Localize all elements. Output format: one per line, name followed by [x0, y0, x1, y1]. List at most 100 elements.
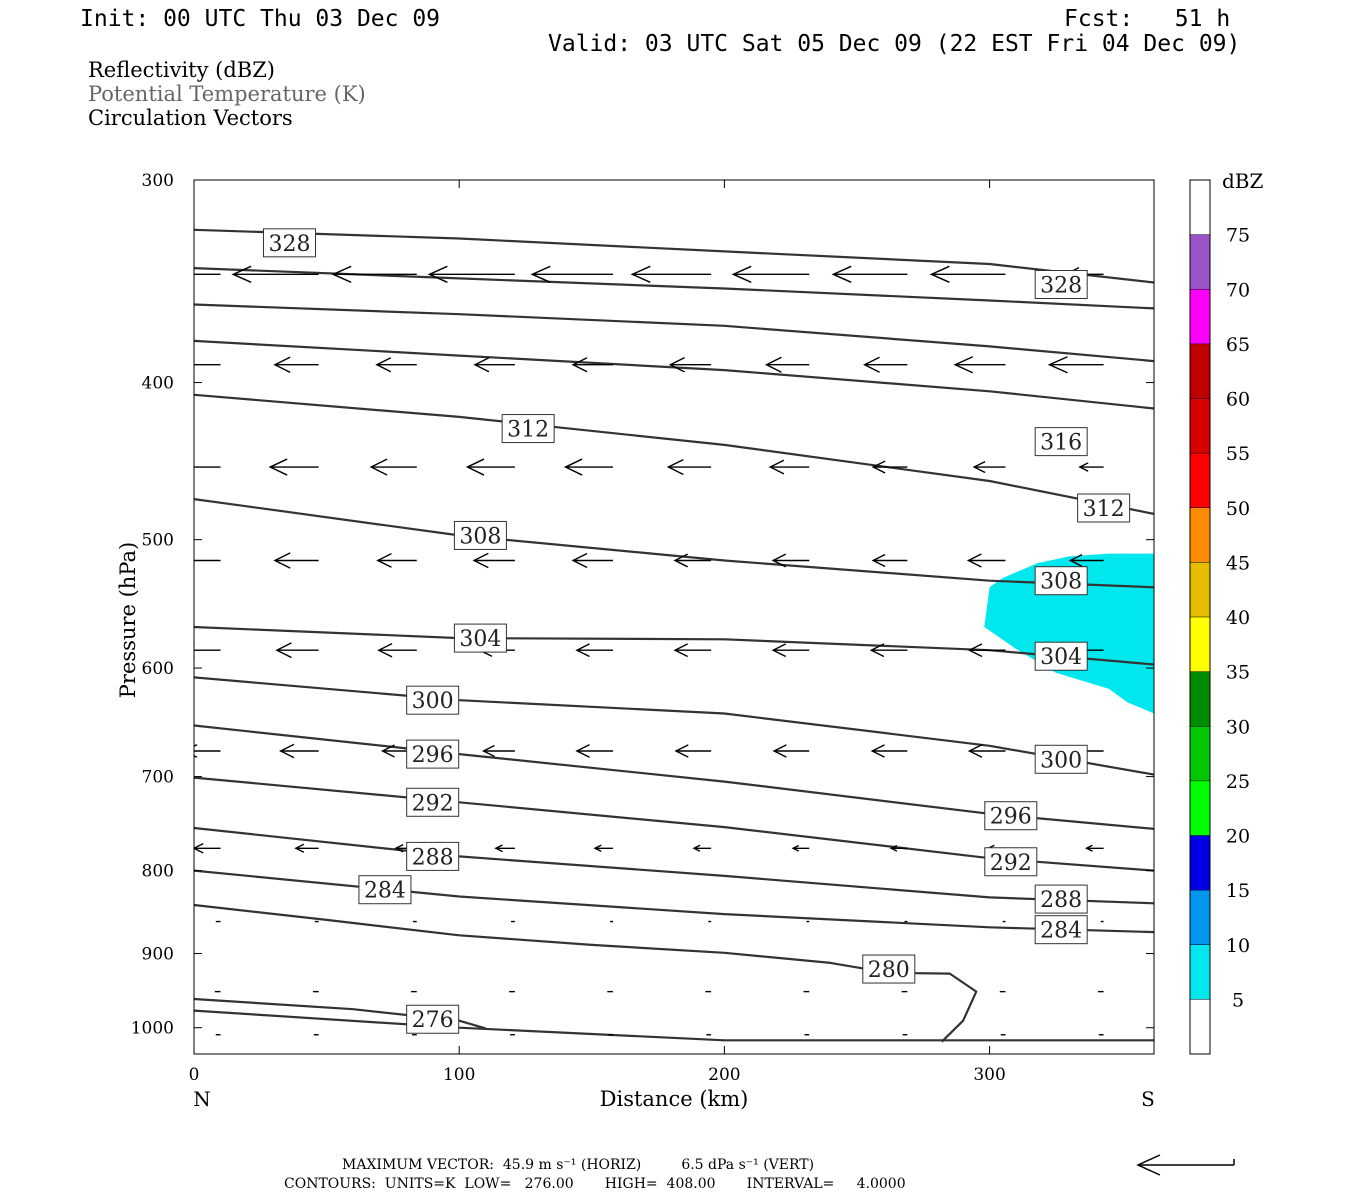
contour-label-text: 312 [1083, 497, 1125, 522]
vector-head [889, 844, 898, 852]
reflectivity-fill-layer [984, 553, 1154, 714]
contour-label-text: 284 [1040, 919, 1082, 944]
vector-head [472, 552, 489, 569]
vector-head [967, 643, 983, 658]
colorbar-segment [1190, 343, 1210, 399]
theta-contour-308 [194, 498, 1154, 589]
colorbar-segment [1190, 890, 1210, 945]
y-tick-label: 800 [142, 862, 174, 882]
vector-head [953, 356, 974, 374]
contour-label-280: 280 [862, 954, 916, 984]
contour-label-box [1077, 493, 1131, 523]
colorbar-label: 55 [1226, 443, 1250, 465]
vector-head [194, 842, 204, 854]
vector-layer [126, 265, 1104, 1036]
contour-label-292: 292 [406, 787, 460, 817]
vector-head [380, 744, 395, 758]
theta-contour-276 [194, 997, 487, 1030]
contour-label-text: 296 [990, 805, 1032, 830]
vector-head [972, 460, 986, 474]
contour-label-box [984, 847, 1038, 877]
colorbar-label: 45 [1226, 552, 1250, 574]
contour-label-box [406, 739, 460, 769]
contour-label-312: 312 [501, 414, 555, 444]
contour-label-300: 300 [406, 685, 460, 715]
vector-head [481, 744, 495, 758]
y-tick-label: 500 [142, 531, 174, 551]
contour-label-box [453, 520, 507, 550]
reflectivity-area [984, 553, 1154, 714]
vector-head [630, 265, 651, 283]
vector-head [1047, 356, 1068, 374]
legend-potential-temperature: Potential Temperature (K) [88, 82, 366, 106]
contour-label-308: 308 [1034, 566, 1088, 596]
contour-label-box [262, 228, 316, 258]
colorbar-label: 20 [1226, 826, 1250, 848]
colorbar-label: 15 [1226, 880, 1250, 902]
contour-label-text: 300 [1040, 748, 1082, 773]
colorbar-title: dBZ [1222, 169, 1264, 193]
contour-label-box [453, 623, 507, 653]
colorbar-segment [1190, 999, 1210, 1054]
contour-label-296: 296 [984, 801, 1038, 831]
x-endpoint-south: S [1141, 1087, 1155, 1111]
vector-head [194, 642, 195, 658]
contour-label-layer: 328 328 316 312 312 308 308 304 304 300 300 296 296 2… [262, 228, 1131, 1034]
vector-head [273, 356, 291, 374]
colorbar-segment [1190, 562, 1210, 617]
vector-head [674, 744, 689, 758]
contour-label-box [862, 954, 916, 984]
colorbar-label: 60 [1226, 389, 1250, 411]
vector-head [673, 643, 688, 658]
contour-label-316: 316 [1034, 427, 1088, 457]
colorbar-label: 10 [1226, 935, 1250, 957]
contour-label-text: 292 [990, 851, 1032, 876]
vector-head [571, 552, 588, 569]
vector-head [331, 265, 352, 283]
contour-label-text: 328 [1040, 274, 1082, 299]
contour-label-312: 312 [1077, 493, 1131, 523]
vector-head [394, 843, 404, 853]
contour-label-box [1034, 427, 1088, 457]
vector-head [575, 643, 590, 658]
colorbar-segment [1190, 180, 1210, 235]
theta-contour-320 [194, 303, 1154, 363]
colorbar-segment [1190, 944, 1210, 1000]
vector-head [863, 356, 880, 373]
contour-label-text: 308 [1040, 570, 1082, 595]
colorbar-label: 25 [1226, 771, 1250, 793]
vector-head [563, 458, 583, 476]
vector-head [771, 643, 787, 658]
contour-label-text: 316 [1040, 431, 1082, 456]
contour-label-text: 288 [412, 845, 454, 870]
vector-head [772, 744, 787, 758]
theta-contour-300 [194, 676, 1154, 776]
vector-head [126, 266, 144, 282]
vector-head [473, 357, 490, 373]
vector-head [494, 844, 503, 853]
vector-head [376, 553, 392, 568]
vector-head [831, 265, 852, 283]
contour-label-text: 328 [268, 232, 310, 257]
forecast-hour: Fcst: 51 h [1064, 6, 1231, 32]
footer-contours: CONTOURS: UNITS=K LOW= 276.00 HIGH= 408.… [284, 1176, 906, 1192]
y-tick-label: 700 [142, 768, 174, 788]
plot-frame [193, 179, 1155, 1055]
colorbar-label: 65 [1226, 334, 1250, 356]
valid-time: Valid: 03 UTC Sat 05 Dec 09 (22 EST Fri … [548, 31, 1241, 57]
contour-label-292: 292 [984, 847, 1038, 877]
x-tick-label: 100 [443, 1065, 475, 1085]
reference-vector-head [1136, 1154, 1161, 1176]
theta-contour-316 [194, 339, 1154, 410]
contour-label-box [501, 414, 555, 444]
contour-label-box [406, 1004, 460, 1034]
x-endpoint-north: N [193, 1087, 211, 1111]
x-tick-label: 300 [973, 1065, 1005, 1085]
vector-head [771, 553, 787, 568]
contour-label-text: 304 [1040, 645, 1082, 670]
colorbar-label: 70 [1226, 279, 1250, 301]
contour-label-text: 288 [1040, 888, 1082, 913]
contour-label-288: 288 [1034, 884, 1088, 914]
x-axis-label: Distance (km) [600, 1087, 749, 1111]
